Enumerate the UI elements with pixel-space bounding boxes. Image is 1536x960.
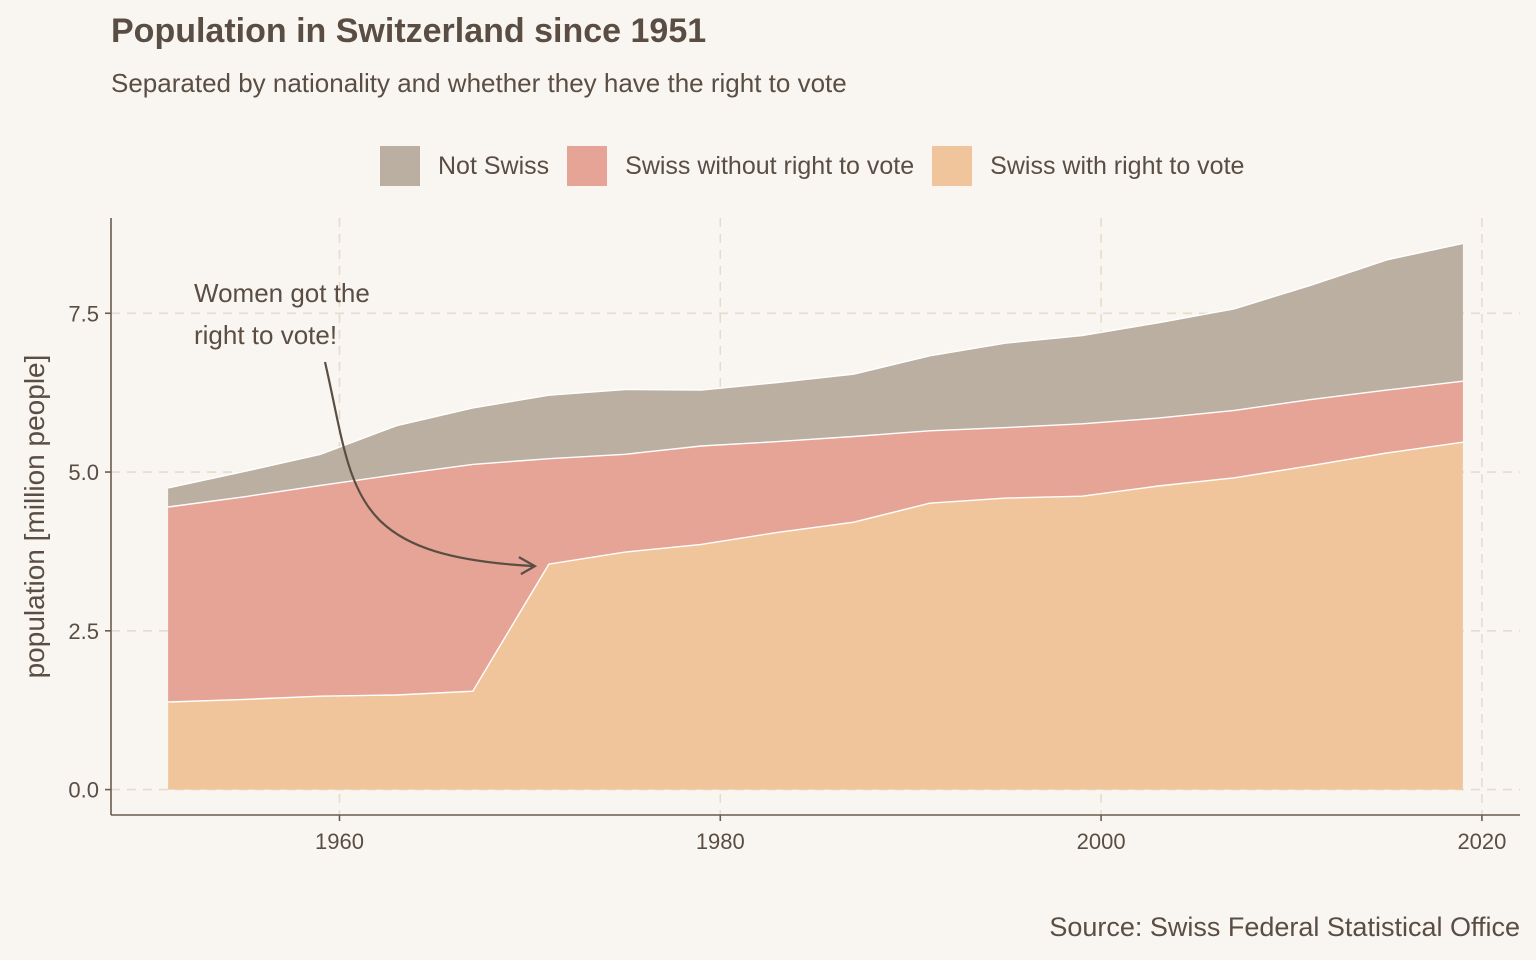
annotation-text-line: right to vote! — [194, 320, 337, 350]
area-not-swiss — [168, 243, 1463, 507]
area-boundary-line — [167, 242, 1464, 489]
y-tick-label: 2.5 — [68, 619, 99, 644]
legend: Not Swiss Swiss without right to vote Sw… — [380, 146, 1262, 186]
axis-layer: 0.0 2.5 5.0 7.5 1960 1980 2000 2020 population [… — [19, 218, 1520, 854]
annotation-layer: Women got the right to vote! — [194, 278, 538, 576]
legend-label-not-swiss: Not Swiss — [438, 151, 550, 180]
y-tick-label: 0.0 — [68, 778, 99, 803]
annotation-arrow — [323, 361, 535, 568]
y-tick-label: 7.5 — [68, 301, 99, 326]
area-boundary-line — [168, 441, 1463, 703]
y-axis-title: population [million people] — [19, 355, 50, 679]
x-tick-label: 2000 — [1077, 829, 1126, 854]
annotation-text-line: Women got the — [194, 278, 370, 308]
legend-label-swiss-with-vote: Swiss with right to vote — [990, 151, 1245, 180]
legend-swatch-swiss-without-vote — [567, 146, 608, 186]
legend-label-swiss-without-vote: Swiss without right to vote — [625, 151, 915, 180]
area-swiss-without-right-to-vote — [168, 381, 1463, 702]
legend-item-swiss-without-vote: Swiss without right to vote — [567, 146, 914, 186]
x-tick-label: 2020 — [1457, 829, 1506, 854]
source-note: Source: Swiss Federal Statistical Office — [1049, 912, 1520, 942]
area-boundary-line — [168, 380, 1463, 508]
annotation-arrowhead — [518, 556, 538, 576]
y-tick-label: 5.0 — [68, 460, 99, 485]
x-tick-label: 1960 — [315, 829, 364, 854]
chart-title: Population in Switzerland since 1951 — [111, 12, 707, 50]
area-layer — [167, 242, 1464, 790]
legend-swatch-not-swiss — [380, 146, 420, 186]
legend-item-swiss-with-vote: Swiss with right to vote — [932, 146, 1244, 186]
chart-subtitle: Separated by nationality and whether the… — [111, 68, 847, 98]
area-swiss-with-right-to-vote — [168, 442, 1463, 790]
legend-swatch-swiss-with-vote — [932, 146, 973, 186]
legend-item-not-swiss: Not Swiss — [380, 146, 549, 186]
x-tick-label: 1980 — [696, 829, 745, 854]
